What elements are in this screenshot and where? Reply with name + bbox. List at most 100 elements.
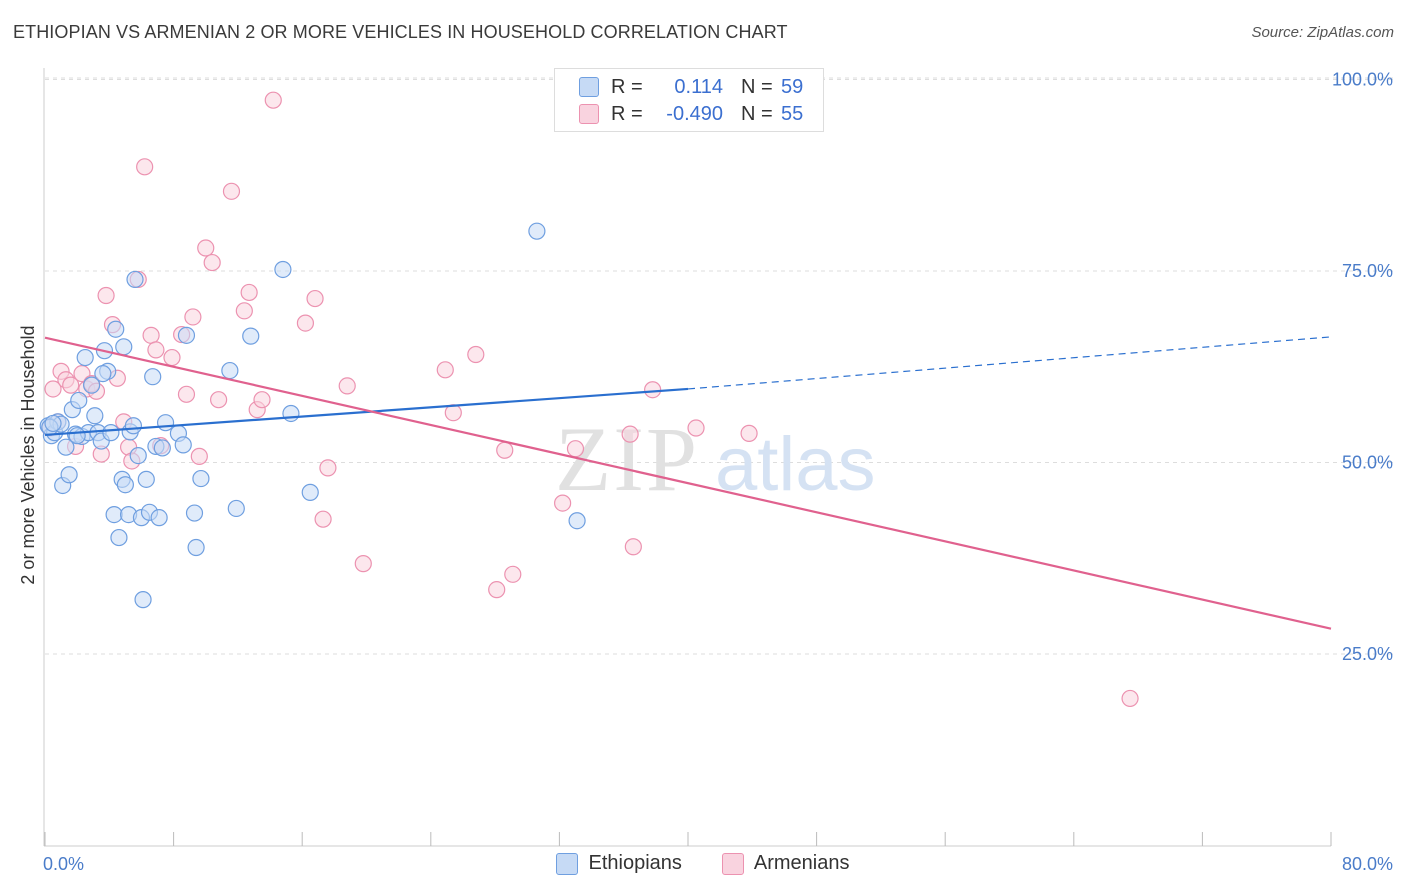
ethiopians-point <box>153 439 171 457</box>
ethiopians-point <box>177 326 196 344</box>
armenians-point <box>338 377 356 395</box>
armenians-swatch <box>579 104 599 124</box>
ethiopians-point <box>110 528 128 547</box>
ethiopians-point <box>528 222 546 240</box>
armenians-point <box>44 380 62 398</box>
armenians-point <box>190 447 208 465</box>
ethiopians-point <box>187 538 205 557</box>
y-axis-label: 2 or more Vehicles in Household <box>18 325 38 584</box>
ethiopians-point <box>174 436 192 454</box>
armenians-point <box>235 302 253 320</box>
armenians-point <box>554 494 572 512</box>
ethiopians-point <box>102 424 120 442</box>
legend-r-label: R = <box>611 75 643 98</box>
axes <box>43 68 1332 847</box>
legend-n-label: N = <box>741 75 773 98</box>
ethiopians-point <box>76 348 94 367</box>
legend-label-armenians: Armenians <box>753 852 850 874</box>
ethiopians-point <box>60 466 78 484</box>
ethiopians-point <box>242 327 260 345</box>
armenians-point <box>296 314 315 332</box>
armenians-point <box>163 348 181 367</box>
chart-title: ETHIOPIAN VS ARMENIAN 2 OR MORE VEHICLES… <box>13 22 788 42</box>
y-tick-label: 25.0% <box>1342 644 1393 664</box>
armenians-point <box>496 441 514 459</box>
ethiopians-point <box>227 499 245 518</box>
ethiopians-point <box>156 414 175 432</box>
armenians-point <box>354 555 372 573</box>
legend-item-armenians: Armenians <box>721 852 850 875</box>
legend-n-label: N = <box>741 102 773 125</box>
ethiopians-point <box>134 591 152 609</box>
armenians-point <box>621 425 639 443</box>
armenians-point <box>210 391 228 409</box>
armenians-point <box>142 326 160 344</box>
armenians-swatch <box>721 852 744 875</box>
legend-r-value: -0.490 <box>666 102 723 125</box>
ethiopians-points <box>39 222 586 609</box>
armenians-point <box>1121 689 1139 708</box>
ethiopians-swatch <box>556 852 579 875</box>
trend-lines <box>44 336 1332 630</box>
y-tick-label: 75.0% <box>1342 261 1393 281</box>
armenians-point <box>136 158 154 176</box>
ethiopians-point <box>124 417 143 435</box>
armenians-point <box>184 308 202 326</box>
ethiopians-point <box>105 505 123 524</box>
ethiopians-swatch <box>579 77 599 97</box>
armenians-point <box>197 239 215 257</box>
ethiopians-point <box>107 320 125 338</box>
armenians-point <box>740 424 758 442</box>
ethiopians-point <box>192 469 210 488</box>
armenians-point <box>319 459 337 477</box>
armenians-point <box>253 391 271 409</box>
y-tick-label: 100.0% <box>1332 70 1393 90</box>
ethiopians-point <box>568 512 586 530</box>
ethiopians-point <box>57 438 75 456</box>
legend-row-ethiopians: R = 0.114 N = 59 <box>579 74 803 100</box>
armenians-point <box>504 565 522 583</box>
y-tick-labels: 25.0% 50.0% 75.0% 100.0% <box>1332 70 1393 665</box>
armenians-point <box>644 381 662 399</box>
armenians-trend-line <box>44 336 1332 630</box>
armenians-point <box>467 345 485 364</box>
armenians-point <box>624 538 642 556</box>
ethiopians-point <box>150 509 168 527</box>
ethiopians-point <box>301 483 319 501</box>
legend-r-value: 0.114 <box>674 75 723 98</box>
ethiopians-point <box>44 414 62 433</box>
armenians-points <box>41 91 1139 708</box>
armenians-point <box>147 341 165 359</box>
ethiopians-trend-line <box>44 387 689 437</box>
armenians-point <box>264 91 282 109</box>
legend-item-ethiopians: Ethiopians <box>556 852 682 875</box>
x-tick-label: 80.0% <box>1342 854 1393 874</box>
ethiopians-point <box>115 338 133 356</box>
armenians-point <box>203 253 221 272</box>
armenians-point <box>97 286 115 305</box>
ethiopians-point <box>83 376 101 394</box>
armenians-point <box>177 385 196 403</box>
x-tick-labels: 0.0% 80.0% <box>43 854 1393 874</box>
legend-r-label: R = <box>611 102 643 125</box>
ethiopians-point <box>94 365 112 383</box>
y-tick-label: 50.0% <box>1342 453 1393 473</box>
ethiopians-point <box>70 391 88 410</box>
armenians-point <box>488 581 506 599</box>
ethiopians-point <box>221 361 239 380</box>
legend-label-ethiopians: Ethiopians <box>588 852 682 874</box>
legend-row-armenians: R = -0.490 N = 55 <box>579 101 803 127</box>
legend-n-value: 55 <box>781 102 804 125</box>
ethiopians-point <box>116 476 134 494</box>
grid-lines <box>45 77 1395 655</box>
ethiopians-trend-extension <box>687 336 1332 390</box>
ethiopians-point <box>274 260 292 279</box>
armenians-point <box>222 182 241 200</box>
x-tick-label: 0.0% <box>43 854 84 874</box>
armenians-point <box>687 419 705 437</box>
source-credit: Source: ZipAtlas.com <box>1251 24 1394 41</box>
legend-n-value: 59 <box>781 75 804 98</box>
ethiopians-point <box>185 504 204 522</box>
ethiopians-point <box>129 447 147 465</box>
